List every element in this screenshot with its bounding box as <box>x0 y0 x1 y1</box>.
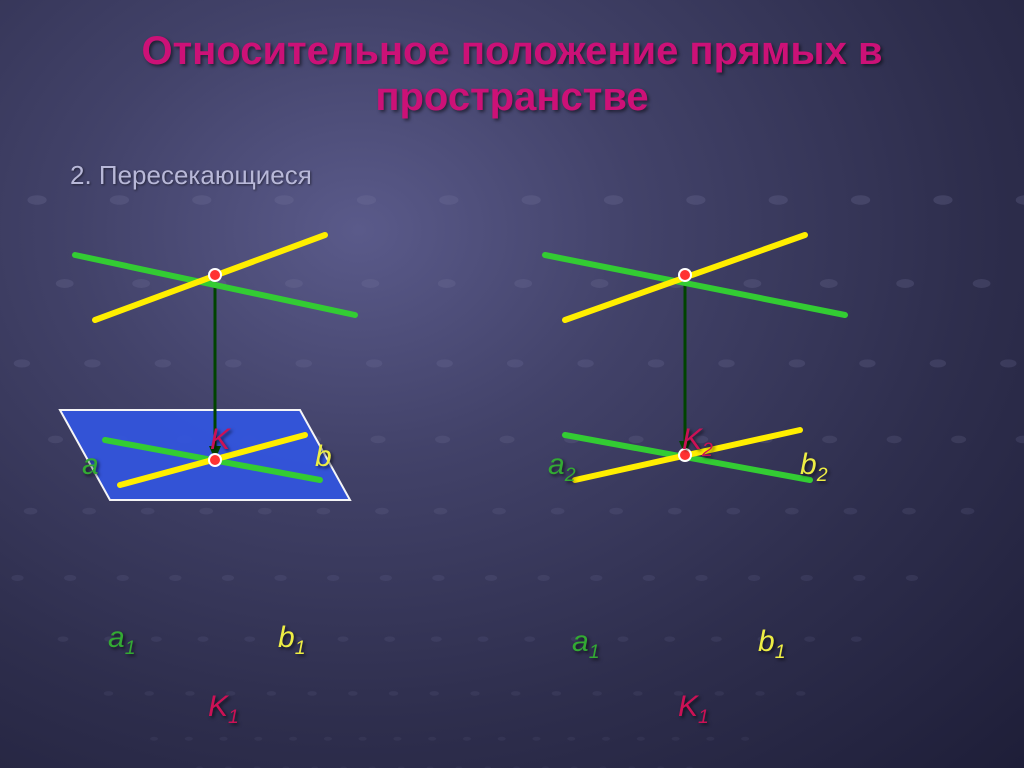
label-K2: K2 <box>682 423 713 462</box>
label-K: K <box>210 423 230 457</box>
title-line-1: Относительное положение прямых в <box>141 29 882 73</box>
label-a1: a1 <box>108 621 136 660</box>
label-b1: b1 <box>278 621 306 660</box>
label-b2: b2 <box>800 448 828 487</box>
page-title: Относительное положение прямых в простра… <box>0 28 1024 120</box>
label-a: a <box>82 448 99 482</box>
diagram-svg <box>0 200 1024 720</box>
label-a1: a1 <box>572 625 600 664</box>
label-K1: K1 <box>208 690 239 729</box>
label-b1: b1 <box>758 625 786 664</box>
diagram-area: Kaba1b1K1K2a2b2a1b1K1 <box>0 200 1024 720</box>
label-K1: K1 <box>678 690 709 729</box>
title-line-2: пространстве <box>375 75 648 119</box>
subtitle: 2. Пересекающиеся <box>70 160 312 191</box>
label-a2: a2 <box>548 448 576 487</box>
label-b: b <box>315 440 332 474</box>
